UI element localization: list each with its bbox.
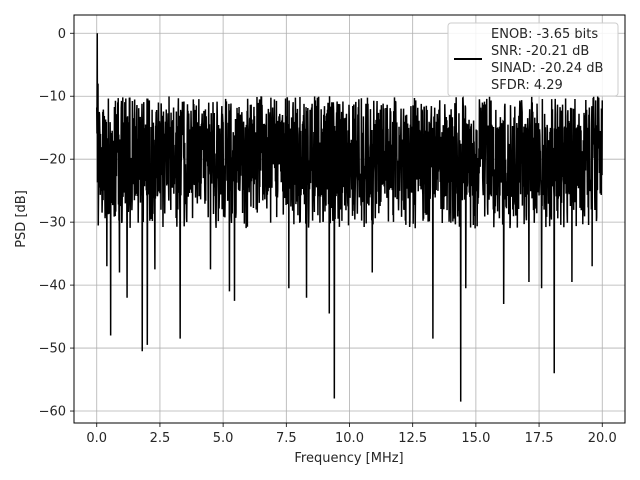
legend-sinad: SINAD: -20.24 dB xyxy=(491,61,603,76)
x-tick-label: 15.0 xyxy=(461,431,490,446)
y-tick-label: −40 xyxy=(39,279,66,294)
legend-sfdr: SFDR: 4.29 xyxy=(491,78,563,93)
y-axis-ticks: 0 −10 −20 −30 −40 −50 −60 xyxy=(39,27,74,420)
psd-line xyxy=(96,33,603,402)
y-tick-label: −10 xyxy=(39,90,66,105)
x-tick-label: 17.5 xyxy=(525,431,554,446)
y-tick-label: 0 xyxy=(58,27,66,42)
y-tick-label: −30 xyxy=(39,216,66,231)
x-tick-label: 2.5 xyxy=(150,431,171,446)
y-axis-title: PSD [dB] xyxy=(14,190,29,248)
x-axis-ticks: 0.0 2.5 5.0 7.5 10.0 12.5 15.0 17.5 20.0 xyxy=(86,423,617,446)
x-tick-label: 0.0 xyxy=(86,431,107,446)
y-tick-label: −20 xyxy=(39,153,66,168)
y-tick-label: −60 xyxy=(39,405,66,420)
x-tick-label: 20.0 xyxy=(588,431,617,446)
x-axis-title: Frequency [MHz] xyxy=(294,451,403,466)
legend-box xyxy=(447,22,619,97)
x-tick-label: 7.5 xyxy=(276,431,297,446)
psd-series xyxy=(96,33,603,402)
y-tick-label: −50 xyxy=(39,342,66,357)
x-tick-label: 10.0 xyxy=(335,431,364,446)
legend-snr: SNR: -20.21 dB xyxy=(491,44,589,59)
legend-enob: ENOB: -3.65 bits xyxy=(491,27,598,42)
x-tick-label: 5.0 xyxy=(213,431,234,446)
x-tick-label: 12.5 xyxy=(398,431,427,446)
legend: ENOB: -3.65 bits SNR: -20.21 dB SINAD: -… xyxy=(447,22,619,97)
